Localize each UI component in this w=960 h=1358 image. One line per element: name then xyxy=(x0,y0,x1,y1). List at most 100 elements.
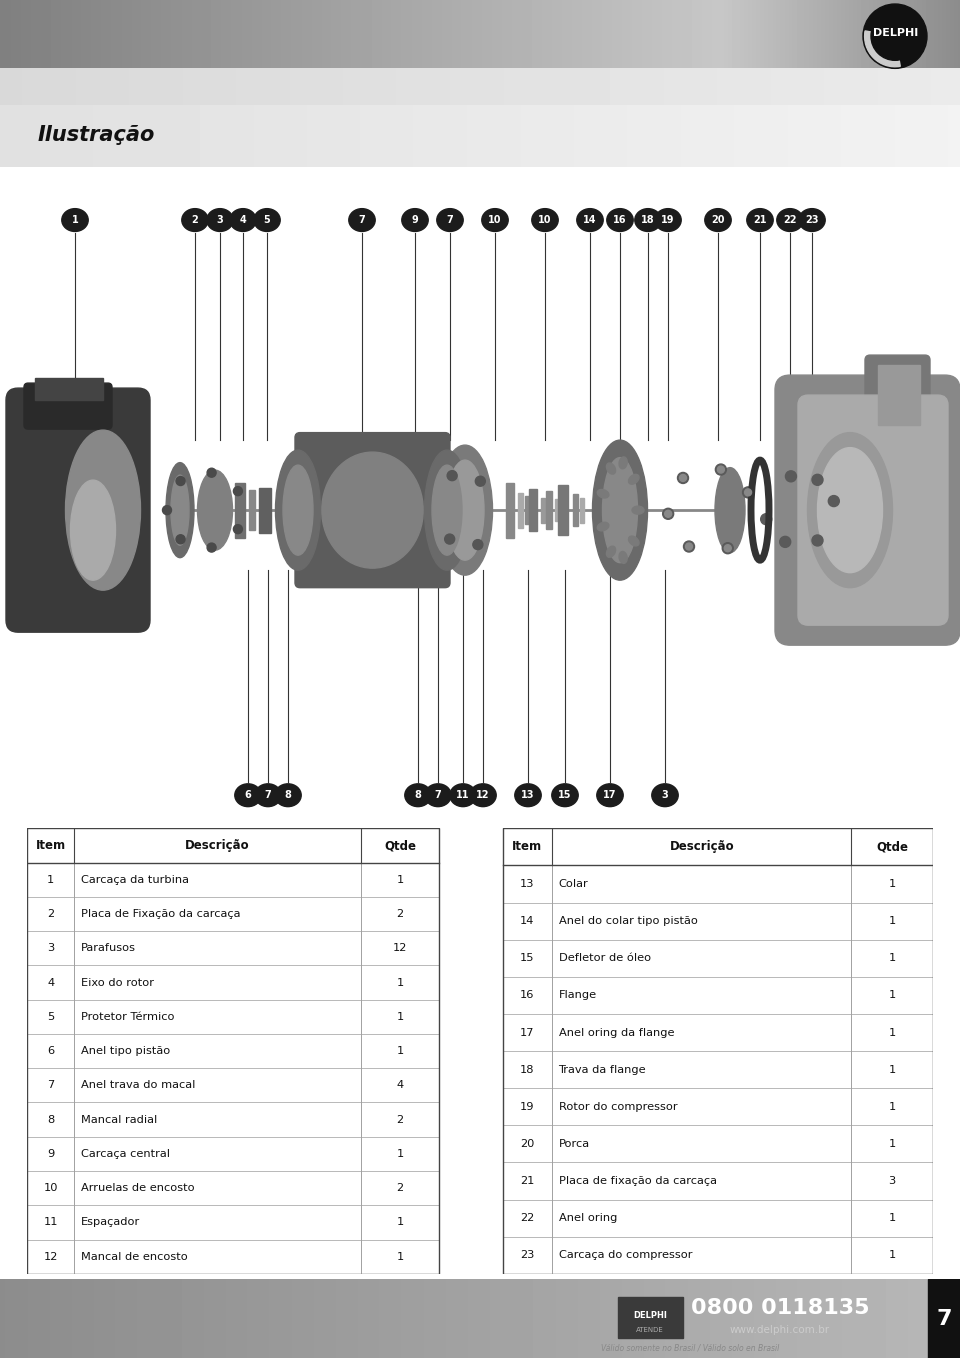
Ellipse shape xyxy=(597,784,623,807)
Bar xyxy=(27,1137,74,1171)
Bar xyxy=(852,1126,933,1162)
Bar xyxy=(27,828,440,1274)
Text: 1: 1 xyxy=(889,879,896,889)
Bar xyxy=(852,1051,933,1088)
Bar xyxy=(249,490,255,530)
Bar xyxy=(503,1162,552,1199)
Ellipse shape xyxy=(607,209,634,231)
Text: 5: 5 xyxy=(264,215,271,225)
Text: 1: 1 xyxy=(889,1213,896,1224)
Ellipse shape xyxy=(437,209,464,231)
Bar xyxy=(503,1088,552,1126)
Text: Carcaça da turbina: Carcaça da turbina xyxy=(81,875,189,885)
Text: Placa de Fixação da carcaça: Placa de Fixação da carcaça xyxy=(81,909,240,919)
Text: 1: 1 xyxy=(396,1252,403,1262)
Bar xyxy=(27,828,74,862)
Text: 11: 11 xyxy=(456,790,469,800)
Text: 18: 18 xyxy=(520,1065,535,1074)
Text: Trava da flange: Trava da flange xyxy=(559,1065,646,1074)
Bar xyxy=(35,378,103,401)
Ellipse shape xyxy=(619,456,627,469)
Text: 12: 12 xyxy=(476,790,490,800)
Circle shape xyxy=(447,471,457,481)
Text: Rotor do compressor: Rotor do compressor xyxy=(559,1101,677,1112)
Text: Espaçador: Espaçador xyxy=(81,1217,140,1228)
Text: Protetor Térmico: Protetor Térmico xyxy=(81,1012,174,1021)
Bar xyxy=(361,1033,440,1069)
Text: 17: 17 xyxy=(603,790,616,800)
Bar xyxy=(74,828,361,862)
Bar xyxy=(552,1014,852,1051)
Bar xyxy=(503,828,552,865)
Ellipse shape xyxy=(61,209,88,231)
Text: Anel oring: Anel oring xyxy=(559,1213,617,1224)
Text: www.delphi.com.br: www.delphi.com.br xyxy=(730,1324,830,1335)
Text: 23: 23 xyxy=(805,215,819,225)
Text: ATENDE: ATENDE xyxy=(636,1327,664,1332)
Circle shape xyxy=(863,4,927,68)
Bar xyxy=(541,497,545,523)
Ellipse shape xyxy=(680,474,686,482)
Text: 4: 4 xyxy=(396,1081,403,1090)
Ellipse shape xyxy=(176,477,185,486)
Bar xyxy=(27,1033,74,1069)
FancyBboxPatch shape xyxy=(24,383,112,429)
Text: 16: 16 xyxy=(520,990,535,1001)
Text: 12: 12 xyxy=(43,1252,58,1262)
Bar xyxy=(361,1137,440,1171)
Ellipse shape xyxy=(166,463,194,558)
Text: 23: 23 xyxy=(520,1251,535,1260)
Text: 3: 3 xyxy=(217,215,224,225)
Bar xyxy=(552,1126,852,1162)
Bar xyxy=(361,1240,440,1274)
Text: 14: 14 xyxy=(584,215,597,225)
Bar xyxy=(852,865,933,903)
Ellipse shape xyxy=(684,540,694,551)
Ellipse shape xyxy=(597,523,609,531)
Bar xyxy=(27,999,74,1033)
Bar xyxy=(852,976,933,1014)
Ellipse shape xyxy=(198,470,232,550)
Ellipse shape xyxy=(717,466,725,473)
Bar xyxy=(27,1206,74,1240)
Text: 1: 1 xyxy=(889,1251,896,1260)
Ellipse shape xyxy=(254,784,281,807)
Bar xyxy=(74,896,361,932)
Ellipse shape xyxy=(235,784,261,807)
Text: Eixo do rotor: Eixo do rotor xyxy=(81,978,154,987)
Ellipse shape xyxy=(283,466,313,555)
Ellipse shape xyxy=(482,209,508,231)
Text: 1: 1 xyxy=(889,990,896,1001)
Ellipse shape xyxy=(607,463,615,474)
Ellipse shape xyxy=(722,543,733,554)
Bar xyxy=(74,1240,361,1274)
Bar xyxy=(852,1162,933,1199)
Bar xyxy=(552,1237,852,1274)
Text: 0800 0118135: 0800 0118135 xyxy=(691,1297,869,1317)
Ellipse shape xyxy=(515,784,541,807)
Bar xyxy=(852,903,933,940)
Bar xyxy=(555,500,559,521)
FancyBboxPatch shape xyxy=(798,395,948,625)
Ellipse shape xyxy=(577,209,603,231)
Text: 8: 8 xyxy=(284,790,292,800)
Ellipse shape xyxy=(322,452,423,568)
Text: Válido somente no Brasil / Válido solo en Brasil: Válido somente no Brasil / Válido solo e… xyxy=(601,1343,780,1353)
Text: Placa de fixação da carcaça: Placa de fixação da carcaça xyxy=(559,1176,716,1186)
Ellipse shape xyxy=(629,474,639,485)
Text: Carcaça central: Carcaça central xyxy=(81,1149,170,1158)
Text: 6: 6 xyxy=(47,1046,54,1057)
Wedge shape xyxy=(865,31,900,67)
Text: 10: 10 xyxy=(489,215,502,225)
Text: 20: 20 xyxy=(520,1139,535,1149)
Circle shape xyxy=(871,12,919,60)
Ellipse shape xyxy=(276,449,321,570)
Ellipse shape xyxy=(207,543,216,553)
Bar xyxy=(580,497,584,523)
Ellipse shape xyxy=(655,209,682,231)
Bar xyxy=(852,828,933,865)
Bar xyxy=(74,1033,361,1069)
Text: 4: 4 xyxy=(240,215,247,225)
Bar xyxy=(27,1069,74,1103)
Ellipse shape xyxy=(275,784,301,807)
